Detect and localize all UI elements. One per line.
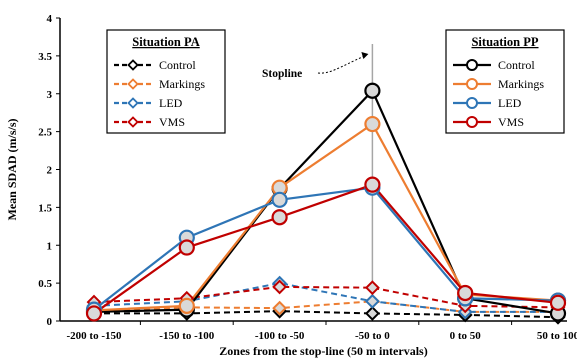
legend-swatch-marker bbox=[466, 78, 478, 90]
x-axis-title: Zones from the stop-line (50 m intervals… bbox=[219, 344, 427, 358]
data-point-vms-pp bbox=[457, 284, 474, 302]
legend-swatch-marker bbox=[127, 116, 139, 128]
legend-entry-label: VMS bbox=[159, 115, 185, 129]
series-line-control-pa bbox=[94, 310, 559, 319]
legend-swatch-marker bbox=[127, 59, 139, 71]
data-point-vms-pp bbox=[85, 305, 103, 322]
data-point-vms-pp bbox=[549, 294, 567, 311]
legend-entry-label: Control bbox=[159, 58, 196, 72]
legend-swatch-marker bbox=[466, 116, 478, 128]
data-point-vms-pp bbox=[364, 176, 381, 193]
data-point-markings-pp bbox=[364, 115, 381, 133]
data-point-vms-pp bbox=[178, 239, 195, 256]
y-tick-label: 3 bbox=[47, 89, 53, 101]
y-tick-label: 2.5 bbox=[38, 127, 52, 139]
legend-title: Situation PA bbox=[132, 35, 200, 49]
stopline-annotation-arrowhead bbox=[361, 52, 369, 59]
y-tick-label: 0.5 bbox=[38, 278, 52, 290]
y-tick-label: 1 bbox=[47, 240, 53, 252]
x-tick-label: 0 to 50 bbox=[450, 330, 482, 342]
y-tick-label: 1.5 bbox=[38, 202, 52, 214]
legend-box-top-right bbox=[445, 29, 565, 134]
series-line-vms-pp bbox=[93, 183, 559, 315]
data-point-control-pp bbox=[364, 82, 381, 99]
legend-entry-label: Markings bbox=[159, 77, 205, 91]
data-point-led-pp bbox=[271, 191, 288, 208]
legend-entry-label: VMS bbox=[498, 115, 524, 129]
stopline-annotation-arrow bbox=[317, 55, 365, 74]
x-tick-label: -200 to -150 bbox=[67, 330, 122, 342]
series-line-markings-pa bbox=[93, 300, 558, 313]
series-line-vms-pa bbox=[93, 285, 559, 309]
y-tick-label: 3.5 bbox=[38, 51, 52, 63]
x-tick-label: 50 to 100 bbox=[537, 330, 577, 342]
y-axis-title: Mean SDAD (m/s/s) bbox=[5, 119, 19, 221]
data-point-control-pa bbox=[364, 306, 380, 321]
data-point-vms-pp bbox=[271, 209, 288, 226]
x-tick-label: -150 to -100 bbox=[159, 330, 214, 342]
legend-entry-label: LED bbox=[159, 96, 183, 110]
legend-swatch-marker bbox=[127, 97, 139, 109]
y-tick-label: 0 bbox=[47, 316, 53, 328]
legend-entry-label: Markings bbox=[498, 77, 544, 91]
legend-title: Situation PP bbox=[471, 35, 538, 49]
series-line-markings-pp bbox=[93, 122, 559, 312]
data-point-led-pa bbox=[364, 293, 380, 309]
y-tick-label: 2 bbox=[47, 165, 53, 177]
data-point-markings-pa bbox=[272, 300, 288, 316]
legend-swatch-marker bbox=[127, 78, 139, 90]
data-point-vms-pa bbox=[272, 279, 288, 295]
legend-swatch-marker bbox=[466, 97, 478, 109]
legend-swatch-marker bbox=[466, 59, 478, 71]
series-line-control-pp bbox=[93, 88, 559, 315]
data-point-markings-pp bbox=[178, 297, 195, 314]
y-tick-label: 4 bbox=[47, 13, 53, 25]
legend-entry-label: LED bbox=[498, 96, 522, 110]
data-point-vms-pa bbox=[364, 280, 380, 296]
legend-entry-label: Control bbox=[498, 58, 535, 72]
stopline-annotation-label: Stopline bbox=[262, 68, 302, 80]
x-tick-label: -100 to -50 bbox=[255, 330, 305, 342]
x-tick-label: -50 to 0 bbox=[355, 330, 390, 342]
legend-box-top-left bbox=[106, 29, 226, 134]
series-line-led-pa bbox=[93, 282, 558, 313]
series-line-led-pp bbox=[93, 186, 559, 311]
